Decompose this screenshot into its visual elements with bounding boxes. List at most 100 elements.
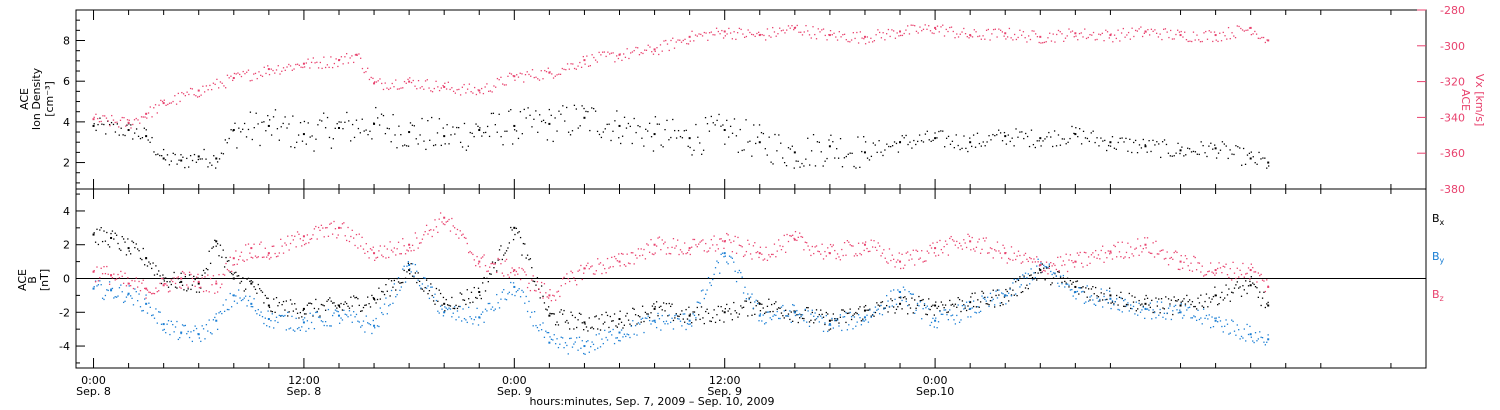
- vx-sample: [1180, 30, 1182, 33]
- bz-sample: [1002, 244, 1004, 246]
- by-sample: [742, 292, 745, 294]
- bz-sample: [1177, 268, 1180, 270]
- density-sample: [1163, 139, 1166, 141]
- vx-sample: [900, 34, 902, 37]
- bz-sample: [466, 242, 468, 245]
- vx-sample: [1006, 36, 1009, 38]
- by-sample: [557, 346, 560, 349]
- vx-sample: [1198, 39, 1200, 41]
- bx-sample: [748, 297, 750, 299]
- vx-sample: [1070, 31, 1072, 33]
- bz-sample: [1029, 256, 1031, 259]
- by-sample: [173, 331, 175, 333]
- vx-sample: [738, 27, 741, 30]
- vx-sample: [856, 31, 858, 34]
- density-sample: [845, 155, 847, 158]
- bx-sample: [939, 310, 941, 312]
- bx-sample: [1012, 289, 1014, 291]
- bz-sample: [887, 262, 889, 264]
- by-sample: [514, 294, 516, 297]
- bz-sample: [1135, 247, 1137, 249]
- by-sample: [601, 338, 603, 340]
- by-sample: [598, 333, 600, 335]
- bx-sample: [1111, 301, 1114, 303]
- bz-sample: [1097, 254, 1100, 256]
- bx-sample: [723, 321, 725, 323]
- by-sample: [590, 346, 592, 348]
- bz-sample: [194, 285, 196, 287]
- density-sample: [872, 142, 874, 144]
- by-sample: [1156, 301, 1159, 303]
- by-sample: [285, 329, 287, 331]
- density-sample: [525, 117, 527, 119]
- density-sample: [431, 116, 433, 119]
- vx-sample: [1187, 40, 1189, 43]
- bx-sample: [343, 303, 345, 306]
- bx-sample: [347, 305, 349, 307]
- bx-sample: [270, 310, 272, 312]
- bz-sample: [612, 265, 614, 268]
- bz-sample: [97, 280, 100, 282]
- by-sample: [606, 339, 609, 341]
- by-sample: [216, 328, 219, 331]
- bx-sample: [173, 271, 175, 274]
- bz-sample: [796, 239, 798, 242]
- density-sample: [161, 155, 163, 157]
- by-sample: [989, 292, 992, 295]
- bz-sample: [867, 250, 870, 253]
- vx-sample: [857, 42, 860, 44]
- density-sample: [861, 150, 863, 153]
- vx-sample: [158, 104, 160, 106]
- density-point: [1267, 161, 1270, 164]
- density-sample: [610, 139, 612, 142]
- vx-sample: [942, 24, 944, 26]
- bz-sample: [689, 253, 691, 256]
- by-sample: [845, 311, 847, 314]
- vx-sample: [486, 83, 488, 85]
- density-sample: [307, 122, 309, 124]
- bx-sample: [908, 304, 910, 306]
- vx-sample: [871, 41, 874, 43]
- density-sample: [735, 135, 738, 137]
- bx-sample: [1256, 287, 1258, 289]
- by-sample: [1177, 312, 1180, 314]
- vx-sample: [924, 24, 926, 26]
- bx-sample: [951, 303, 954, 305]
- bz-sample: [707, 250, 710, 252]
- by-sample: [806, 321, 808, 323]
- bx-sample: [1071, 283, 1073, 285]
- bx-sample: [1193, 305, 1195, 308]
- vx-sample: [126, 119, 129, 121]
- by-sample: [476, 307, 478, 310]
- date-tick-label: Sep.10: [916, 385, 954, 398]
- density-sample: [176, 163, 178, 165]
- bz-sample: [900, 267, 902, 270]
- bz-sample: [1123, 257, 1125, 259]
- bz-sample: [103, 266, 105, 268]
- by-sample: [848, 324, 850, 326]
- bx-sample: [411, 275, 414, 277]
- by-sample: [522, 291, 525, 293]
- by-sample: [727, 263, 729, 265]
- by-sample: [599, 346, 602, 348]
- by-sample: [684, 313, 686, 315]
- density-sample: [477, 125, 479, 127]
- by-sample: [117, 295, 119, 297]
- bz-sample: [745, 250, 748, 253]
- bx-sample: [789, 318, 791, 321]
- density-point: [180, 159, 183, 162]
- by-sample: [1047, 266, 1049, 269]
- bx-sample: [437, 300, 439, 302]
- vx-sample: [218, 87, 220, 89]
- by-sample: [569, 337, 571, 340]
- vx-sample: [1262, 36, 1265, 39]
- bx-sample: [334, 305, 337, 307]
- density-sample: [809, 164, 811, 166]
- by-sample: [1219, 320, 1222, 322]
- bx-sample: [925, 313, 927, 315]
- bx-sample: [257, 283, 259, 286]
- bz-sample: [183, 272, 185, 274]
- bx-sample: [376, 298, 379, 301]
- by-sample: [792, 304, 794, 306]
- vx-sample: [751, 33, 753, 36]
